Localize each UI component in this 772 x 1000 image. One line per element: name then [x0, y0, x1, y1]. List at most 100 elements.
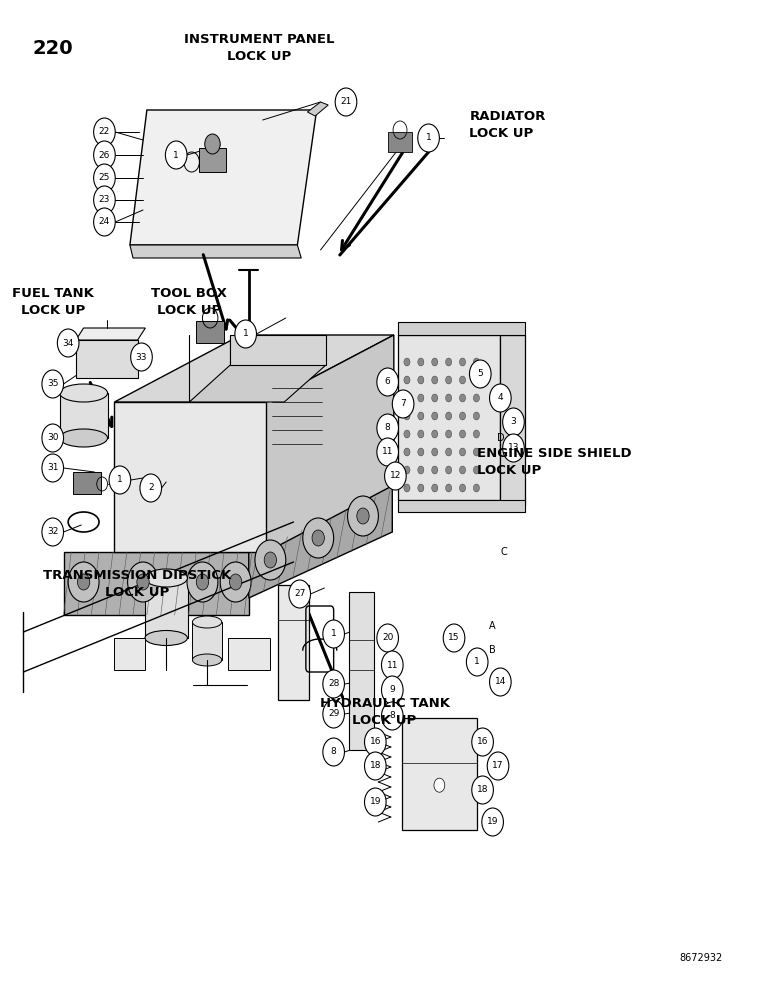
Text: RADIATOR
LOCK UP: RADIATOR LOCK UP [469, 110, 546, 140]
Circle shape [137, 574, 149, 590]
Circle shape [381, 676, 403, 704]
Circle shape [165, 141, 187, 169]
Bar [59, 393, 107, 438]
Circle shape [335, 88, 357, 116]
Circle shape [487, 752, 509, 780]
Bar [145, 578, 188, 638]
Text: 23: 23 [99, 196, 110, 205]
Text: TOOL BOX
LOCK UP: TOOL BOX LOCK UP [151, 287, 227, 317]
Bar [349, 592, 374, 750]
Circle shape [93, 141, 115, 169]
Circle shape [187, 562, 218, 602]
Polygon shape [63, 552, 249, 615]
Circle shape [466, 648, 488, 676]
Text: 13: 13 [508, 444, 520, 452]
Text: 24: 24 [99, 218, 110, 227]
Circle shape [404, 466, 410, 474]
Circle shape [347, 496, 378, 536]
Circle shape [93, 186, 115, 214]
Circle shape [432, 448, 438, 456]
Circle shape [459, 466, 466, 474]
Text: HYDRAULIC TANK
LOCK UP: HYDRAULIC TANK LOCK UP [320, 697, 449, 727]
Circle shape [469, 360, 491, 388]
Circle shape [473, 412, 479, 420]
Circle shape [459, 484, 466, 492]
Text: 220: 220 [32, 38, 73, 57]
Text: 12: 12 [390, 472, 401, 481]
Text: 19: 19 [370, 798, 381, 806]
Polygon shape [398, 500, 525, 512]
Ellipse shape [192, 616, 222, 628]
Circle shape [93, 118, 115, 146]
Circle shape [418, 466, 424, 474]
Text: 8: 8 [384, 424, 391, 432]
Text: 16: 16 [370, 738, 381, 746]
Circle shape [377, 624, 398, 652]
Circle shape [42, 518, 63, 546]
Circle shape [323, 700, 344, 728]
Circle shape [404, 358, 410, 366]
Ellipse shape [145, 569, 188, 587]
Circle shape [432, 466, 438, 474]
Circle shape [42, 454, 63, 482]
Circle shape [489, 384, 511, 412]
Ellipse shape [192, 654, 222, 666]
Circle shape [432, 484, 438, 492]
Circle shape [445, 412, 452, 420]
Circle shape [445, 484, 452, 492]
Circle shape [404, 430, 410, 438]
Text: INSTRUMENT PANEL
LOCK UP: INSTRUMENT PANEL LOCK UP [184, 33, 334, 63]
Text: 2: 2 [148, 484, 154, 492]
Circle shape [432, 358, 438, 366]
Text: 1: 1 [330, 630, 337, 639]
Circle shape [473, 358, 479, 366]
Circle shape [418, 430, 424, 438]
Circle shape [109, 466, 130, 494]
Text: 16: 16 [477, 738, 489, 746]
Text: 25: 25 [99, 174, 110, 182]
Polygon shape [114, 335, 394, 402]
Polygon shape [189, 365, 326, 402]
Text: 33: 33 [136, 353, 147, 361]
Bar [73, 472, 100, 494]
Bar [198, 148, 226, 172]
Text: 9: 9 [389, 686, 395, 694]
Text: 17: 17 [493, 762, 504, 770]
Circle shape [392, 390, 414, 418]
Circle shape [364, 728, 386, 756]
Circle shape [323, 620, 344, 648]
Bar [278, 585, 309, 700]
Circle shape [264, 552, 276, 568]
Circle shape [323, 670, 344, 698]
Text: TRANSMISSION DIPSTICK
LOCK UP: TRANSMISSION DIPSTICK LOCK UP [43, 569, 232, 599]
Circle shape [357, 508, 369, 524]
Circle shape [220, 562, 251, 602]
Text: 1: 1 [242, 330, 249, 338]
Ellipse shape [145, 631, 188, 646]
Text: C: C [500, 547, 506, 557]
Text: 1: 1 [174, 150, 179, 159]
Text: 3: 3 [510, 418, 516, 426]
Text: A: A [489, 621, 496, 631]
Text: 15: 15 [449, 634, 460, 643]
Text: 35: 35 [47, 379, 59, 388]
Circle shape [445, 466, 452, 474]
Circle shape [68, 562, 99, 602]
Bar [228, 638, 270, 670]
Circle shape [434, 778, 445, 792]
Circle shape [377, 414, 398, 442]
Text: 21: 21 [340, 98, 352, 106]
Circle shape [418, 412, 424, 420]
Circle shape [323, 738, 344, 766]
Bar [388, 132, 411, 152]
Circle shape [459, 412, 466, 420]
Bar [114, 638, 145, 670]
Circle shape [418, 448, 424, 456]
Circle shape [418, 358, 424, 366]
Text: FUEL TANK
LOCK UP: FUEL TANK LOCK UP [12, 287, 93, 317]
Circle shape [289, 580, 310, 608]
Polygon shape [499, 335, 525, 505]
Text: 8: 8 [330, 748, 337, 756]
Circle shape [432, 412, 438, 420]
Circle shape [140, 474, 161, 502]
